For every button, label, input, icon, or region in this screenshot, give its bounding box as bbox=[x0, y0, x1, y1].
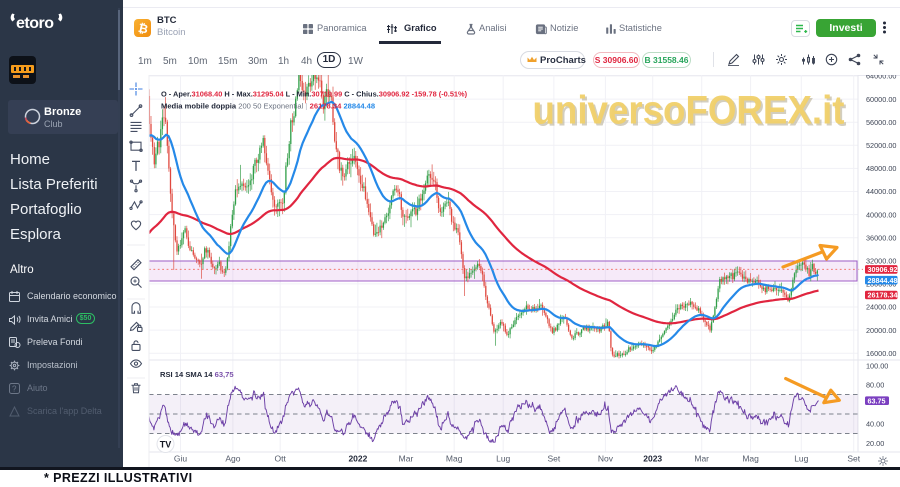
svg-text:16000.00: 16000.00 bbox=[866, 349, 896, 358]
svg-text:60000.00: 60000.00 bbox=[866, 95, 896, 104]
svg-text:40.00: 40.00 bbox=[866, 419, 884, 428]
svg-text:20000.00: 20000.00 bbox=[866, 326, 896, 335]
svg-text:O - Aper.31068.40 H - Max.312: O - Aper.31068.40 H - Max.31295.04 L - M… bbox=[161, 90, 468, 99]
svg-text:28844.48: 28844.48 bbox=[868, 276, 898, 285]
svg-text:RSI 14 SMA 14 63,75: RSI 14 SMA 14 63,75 bbox=[160, 370, 234, 379]
svg-text:Set: Set bbox=[847, 454, 860, 464]
svg-text:universoFOREX.it: universoFOREX.it bbox=[535, 91, 847, 135]
svg-text:56000.00: 56000.00 bbox=[866, 118, 896, 127]
svg-text:32000.00: 32000.00 bbox=[866, 257, 896, 266]
svg-text:Mar: Mar bbox=[399, 454, 414, 464]
svg-text:44000.00: 44000.00 bbox=[866, 187, 896, 196]
svg-text:?: ? bbox=[12, 385, 17, 394]
svg-text:Media mobile doppia 200 50 Exp: Media mobile doppia 200 50 Exponential |… bbox=[161, 102, 375, 111]
svg-text:Giu: Giu bbox=[174, 454, 188, 464]
svg-text:Set: Set bbox=[548, 454, 561, 464]
svg-text:24000.00: 24000.00 bbox=[866, 303, 896, 312]
svg-text:TV: TV bbox=[160, 440, 172, 450]
svg-text:48000.00: 48000.00 bbox=[866, 164, 896, 173]
svg-text:universoFOREX.it: universoFOREX.it bbox=[533, 89, 845, 133]
svg-text:Ago: Ago bbox=[225, 454, 240, 464]
svg-text:etoro: etoro bbox=[16, 15, 54, 32]
svg-text:₿: ₿ bbox=[137, 21, 150, 37]
svg-text:26178.34: 26178.34 bbox=[868, 291, 898, 300]
svg-text:40000.00: 40000.00 bbox=[866, 210, 896, 219]
svg-text:Lug: Lug bbox=[496, 454, 510, 464]
svg-text:52000.00: 52000.00 bbox=[866, 141, 896, 150]
svg-text:2022: 2022 bbox=[348, 454, 367, 464]
svg-text:80.00: 80.00 bbox=[866, 381, 884, 390]
svg-text:Mar: Mar bbox=[694, 454, 709, 464]
svg-text:30906.92: 30906.92 bbox=[868, 265, 898, 274]
svg-text:63.75: 63.75 bbox=[868, 396, 886, 405]
svg-text:Mag: Mag bbox=[742, 454, 759, 464]
svg-text:36000.00: 36000.00 bbox=[866, 233, 896, 242]
svg-text:100.00: 100.00 bbox=[866, 361, 888, 370]
svg-text:Mag: Mag bbox=[446, 454, 463, 464]
svg-text:Nov: Nov bbox=[598, 454, 614, 464]
svg-text:Lug: Lug bbox=[794, 454, 808, 464]
svg-text:64000.00: 64000.00 bbox=[866, 75, 896, 81]
svg-text:20.00: 20.00 bbox=[866, 439, 884, 448]
svg-text:2023: 2023 bbox=[643, 454, 662, 464]
svg-text:Ott: Ott bbox=[275, 454, 287, 464]
